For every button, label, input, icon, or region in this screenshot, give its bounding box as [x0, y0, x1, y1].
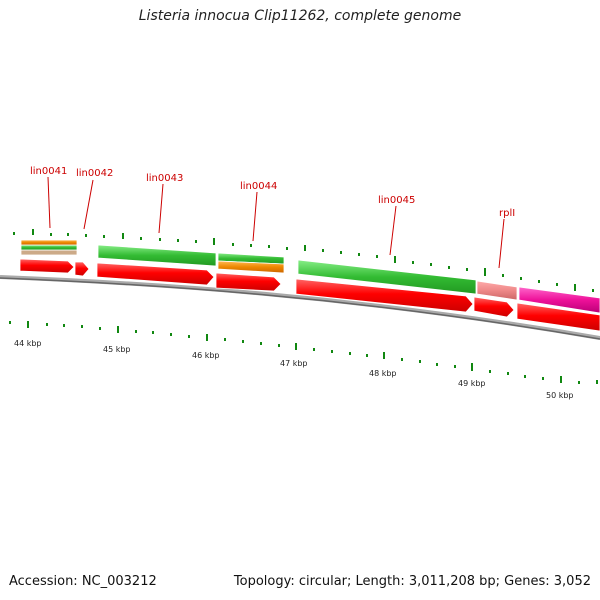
cds-arrow-lin0042[interactable]: [74, 261, 90, 277]
label-leaders: [47, 176, 505, 269]
gene-rplI[interactable]: [476, 280, 518, 301]
gene-label-lin0043[interactable]: lin0043: [146, 173, 183, 184]
cds-arrow-lin0044[interactable]: [215, 272, 282, 292]
gene-lin0043[interactable]: [97, 244, 217, 267]
gene-lin0045[interactable]: [297, 259, 477, 295]
gene-label-lin0041[interactable]: lin0041: [30, 166, 67, 177]
cds-arrow-rplI[interactable]: [473, 296, 515, 318]
kbp-label: 44 kbp: [14, 339, 42, 348]
lower-tick-track: [9, 321, 598, 384]
cds-arrow-magenta[interactable]: [516, 302, 600, 332]
genome-backbone: [0, 275, 600, 340]
gene-track: [20, 239, 600, 314]
gene-magenta[interactable]: [518, 286, 600, 314]
cds-arrow-lin0043[interactable]: [96, 262, 215, 286]
gene-label-lin0044[interactable]: lin0044: [240, 181, 277, 192]
cds-track: [19, 258, 600, 332]
upper-tick-track: [13, 229, 594, 292]
genome-backbone-edge: [0, 277, 600, 340]
gene-label-lin0045[interactable]: lin0045: [378, 195, 415, 206]
genome-summary-text: Topology: circular; Length: 3,011,208 bp…: [233, 574, 591, 589]
gene-lin0044-orange[interactable]: [217, 260, 285, 274]
gene-label-lin0042[interactable]: lin0042: [76, 168, 113, 179]
cds-arrow-lin0041[interactable]: [19, 258, 75, 274]
kbp-label: 48 kbp: [369, 369, 397, 378]
gene-lin0041-green[interactable]: [20, 244, 78, 251]
kbp-label: 50 kbp: [546, 391, 574, 400]
accession-text: Accession: NC_003212: [9, 574, 157, 589]
cds-arrow-lin0045[interactable]: [295, 278, 474, 313]
kbp-label: 49 kbp: [458, 379, 486, 388]
gene-lin0041-tan[interactable]: [20, 249, 78, 256]
kbp-label: 45 kbp: [103, 345, 131, 354]
genome-title: Listeria innocua Clip11262, complete gen…: [138, 8, 462, 24]
kbp-label: 46 kbp: [192, 351, 220, 360]
gene-label-rplI[interactable]: rplI: [499, 208, 515, 219]
gene-lin0041-orange[interactable]: [20, 239, 78, 246]
kbp-label: 47 kbp: [280, 359, 308, 368]
